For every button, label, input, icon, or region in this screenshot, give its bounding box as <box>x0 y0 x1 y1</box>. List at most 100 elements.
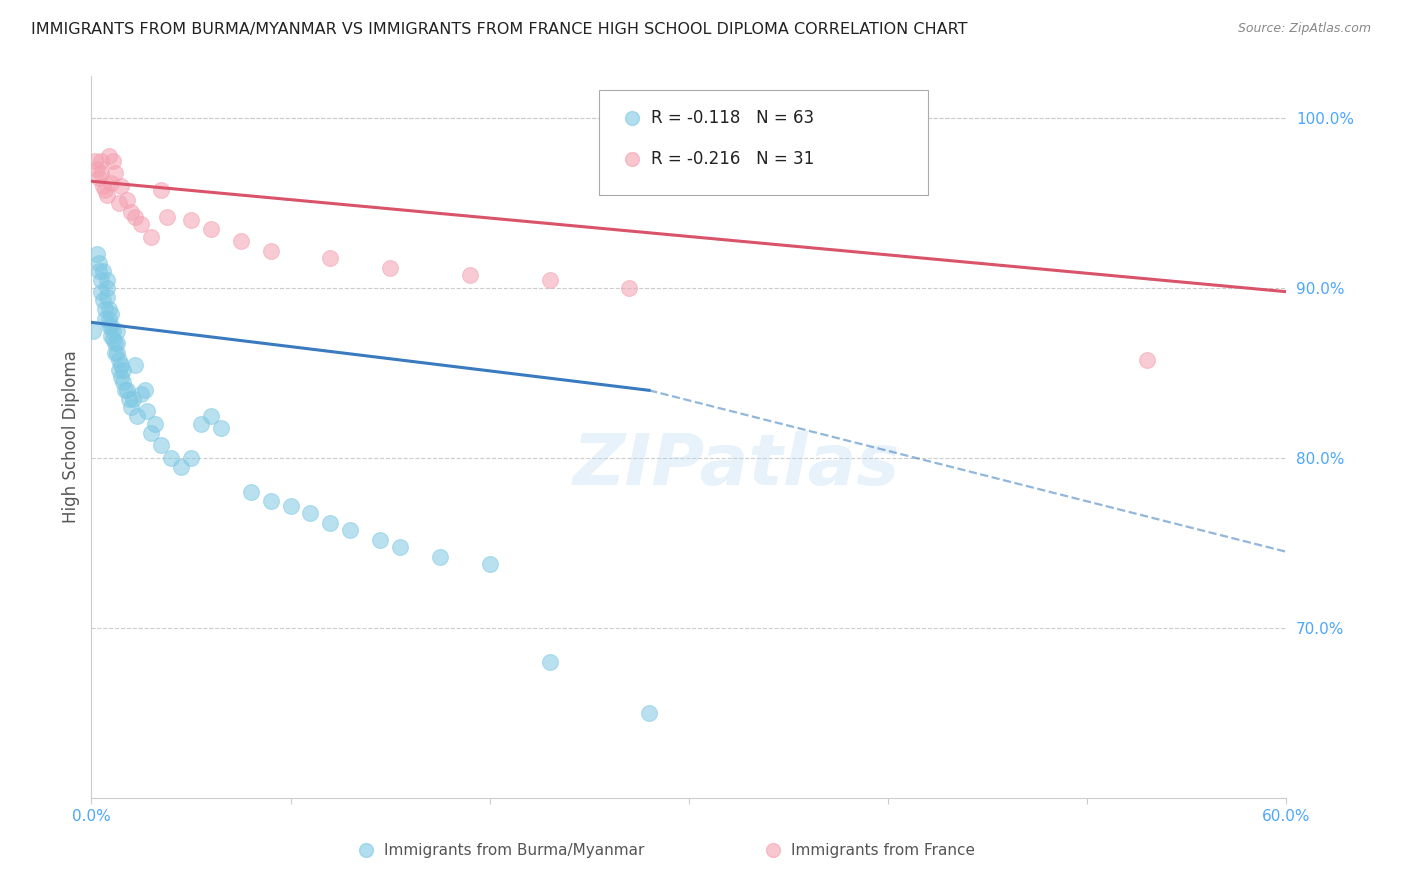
Point <box>103 324 125 338</box>
Point <box>100 176 122 190</box>
Point <box>180 213 202 227</box>
Point <box>93 264 115 278</box>
Point <box>90 166 112 180</box>
Point <box>129 386 152 401</box>
Point <box>108 363 131 377</box>
Point <box>110 369 132 384</box>
Point <box>96 273 118 287</box>
Point <box>458 268 481 282</box>
Point <box>108 352 131 367</box>
Text: Immigrants from Burma/Myanmar: Immigrants from Burma/Myanmar <box>384 843 644 858</box>
Point <box>190 417 212 432</box>
Point <box>89 264 111 278</box>
Point <box>124 210 146 224</box>
Point <box>150 183 173 197</box>
Point <box>239 485 262 500</box>
Point <box>89 170 111 185</box>
Point <box>339 523 361 537</box>
Point <box>619 281 641 295</box>
Point <box>478 557 501 571</box>
Point <box>96 290 118 304</box>
Point <box>129 217 152 231</box>
Point <box>136 403 159 417</box>
Point <box>90 153 112 168</box>
Point <box>100 329 122 343</box>
Point <box>156 210 179 224</box>
Point <box>120 401 142 415</box>
Point <box>86 247 108 261</box>
Point <box>143 417 166 432</box>
Point <box>1136 352 1159 367</box>
Point <box>150 438 173 452</box>
Point <box>82 324 104 338</box>
Point <box>538 656 561 670</box>
Point <box>429 549 451 564</box>
Point <box>84 153 107 168</box>
Point <box>86 162 108 177</box>
Text: ZIPatlas: ZIPatlas <box>574 432 900 500</box>
Point <box>209 421 232 435</box>
Point <box>112 375 135 389</box>
Text: Immigrants from France: Immigrants from France <box>790 843 974 858</box>
Point <box>104 346 127 360</box>
Point <box>110 179 132 194</box>
Point <box>100 318 122 333</box>
Point <box>200 222 222 236</box>
Point <box>170 459 193 474</box>
Point <box>104 335 127 350</box>
Point <box>98 312 121 326</box>
Point <box>638 706 661 721</box>
Point <box>103 153 125 168</box>
Point <box>141 425 162 440</box>
Point <box>93 179 115 194</box>
Point <box>124 358 146 372</box>
Point <box>127 409 149 423</box>
Point <box>89 256 111 270</box>
Point <box>112 363 135 377</box>
Point <box>141 230 162 244</box>
Point <box>90 273 112 287</box>
Point <box>108 196 131 211</box>
Point <box>105 346 128 360</box>
Point <box>200 409 222 423</box>
Text: R = -0.216   N = 31: R = -0.216 N = 31 <box>651 150 814 168</box>
Point <box>103 332 125 346</box>
Point <box>229 234 252 248</box>
Point <box>110 358 132 372</box>
Point <box>94 301 117 316</box>
Point <box>96 187 118 202</box>
Point <box>114 384 136 398</box>
Point <box>538 273 561 287</box>
Point <box>280 499 302 513</box>
Point <box>98 149 121 163</box>
Point <box>378 260 402 275</box>
Point <box>319 516 342 530</box>
Point <box>98 301 121 316</box>
Point <box>389 540 412 554</box>
Point <box>94 312 117 326</box>
Point <box>90 285 112 299</box>
Text: IMMIGRANTS FROM BURMA/MYANMAR VS IMMIGRANTS FROM FRANCE HIGH SCHOOL DIPLOMA CORR: IMMIGRANTS FROM BURMA/MYANMAR VS IMMIGRA… <box>31 22 967 37</box>
Point <box>118 392 141 406</box>
Point <box>120 204 142 219</box>
Point <box>115 384 138 398</box>
Point <box>105 324 128 338</box>
Point <box>98 318 121 333</box>
Point <box>259 493 281 508</box>
Point <box>105 335 128 350</box>
Y-axis label: High School Diploma: High School Diploma <box>62 351 80 524</box>
Point <box>368 533 391 547</box>
FancyBboxPatch shape <box>599 90 928 195</box>
Text: R = -0.118   N = 63: R = -0.118 N = 63 <box>651 109 814 127</box>
Text: Source: ZipAtlas.com: Source: ZipAtlas.com <box>1237 22 1371 36</box>
Point <box>259 244 281 258</box>
Point <box>122 392 145 406</box>
Point <box>299 506 322 520</box>
Point <box>94 183 117 197</box>
Point <box>319 251 342 265</box>
Point <box>180 451 202 466</box>
Point <box>134 384 156 398</box>
Point <box>96 281 118 295</box>
Point <box>93 293 115 308</box>
Point <box>104 166 127 180</box>
